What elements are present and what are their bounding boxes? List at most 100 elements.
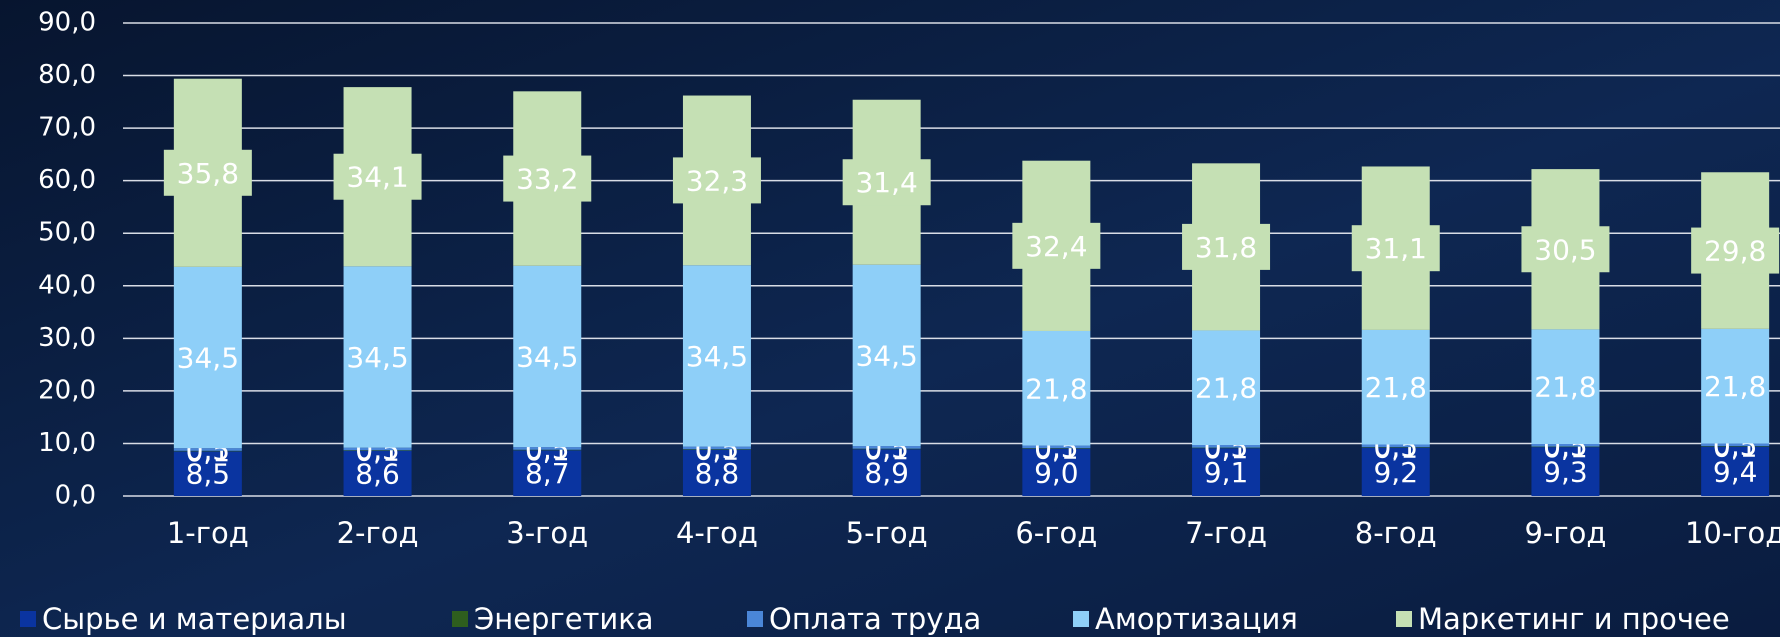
legend-swatch (452, 611, 468, 627)
bar-segment (852, 264, 921, 447)
bar-segment (513, 449, 582, 451)
bar-segment (852, 446, 921, 449)
value-label: 8,9 (864, 457, 909, 490)
value-label: 31,1 (1365, 232, 1427, 265)
value-label: 8,6 (355, 457, 400, 490)
y-tick-label: 90,0 (38, 8, 96, 38)
y-tick-label: 70,0 (38, 113, 96, 143)
bar-segment (173, 266, 242, 449)
bar-segment (513, 450, 582, 496)
value-label: 21,8 (1704, 370, 1766, 403)
value-label: 29,8 (1704, 235, 1766, 268)
bar-segment (1022, 448, 1091, 496)
bar-segment (1361, 444, 1430, 448)
value-label: 8,5 (186, 458, 231, 491)
y-tick-label: 0,0 (55, 481, 96, 511)
bar-segment (1192, 447, 1261, 449)
value-label-box (163, 149, 252, 196)
value-label-box (1521, 226, 1610, 273)
bar-segment (1361, 329, 1430, 445)
bar-segment (682, 449, 751, 450)
x-tick-label: 9-год (1524, 516, 1606, 550)
x-tick-label: 6-год (1015, 516, 1097, 550)
bar-segment (1701, 443, 1770, 447)
value-label: 32,3 (686, 164, 748, 197)
bar-segment (513, 265, 582, 448)
legend-swatch (1396, 611, 1412, 627)
bar-segment (852, 449, 921, 496)
y-tick-label: 80,0 (38, 60, 96, 90)
bar-segment (343, 447, 412, 451)
x-tick-label: 1-год (167, 516, 249, 550)
value-label: 34,5 (686, 340, 748, 373)
bar-segment (1531, 443, 1600, 447)
value-label: 31,8 (1195, 231, 1257, 264)
value-label: 33,2 (516, 163, 578, 196)
bar-segment (343, 450, 412, 451)
value-label: 34,5 (516, 340, 578, 373)
value-label: 9,4 (1713, 455, 1758, 488)
legend-label: Маркетинг и прочее (1418, 602, 1730, 636)
x-tick-label: 8-год (1355, 516, 1437, 550)
bar-segment (1022, 445, 1091, 449)
legend-swatch (747, 611, 763, 627)
value-label: 9,3 (1543, 456, 1588, 489)
bar-segment (682, 449, 751, 496)
x-tick-label: 2-год (337, 516, 419, 550)
bar-segment (1192, 445, 1261, 448)
bar-segment (682, 446, 751, 450)
x-tick-label: 10-год (1685, 516, 1780, 550)
bar-segment (1192, 330, 1261, 446)
x-tick-label: 3-год (506, 516, 588, 550)
bar-segment (343, 450, 412, 496)
value-label: 21,8 (1025, 372, 1087, 405)
bar-segment (1531, 329, 1600, 444)
value-label-box (1012, 222, 1101, 269)
y-tick-label: 10,0 (38, 428, 96, 458)
value-label: 34,1 (346, 161, 408, 194)
y-tick-label: 40,0 (38, 270, 96, 300)
value-label: 31,4 (855, 166, 917, 199)
value-label-box (333, 153, 422, 200)
value-label-box (503, 155, 592, 202)
value-label-box (1351, 225, 1440, 272)
value-label-box (842, 159, 931, 206)
value-label: 9,2 (1373, 456, 1418, 489)
value-label-box (1182, 223, 1271, 270)
bar-segment (513, 447, 582, 450)
bar-segment (1192, 448, 1261, 496)
legend-label: Оплата труда (769, 602, 981, 636)
value-label: 9,1 (1204, 456, 1249, 489)
value-label: 34,5 (177, 342, 239, 375)
value-label: 21,8 (1365, 371, 1427, 404)
bar-segment (1701, 328, 1770, 444)
value-label: 21,8 (1195, 372, 1257, 405)
value-label: 21,8 (1534, 371, 1596, 404)
bar-segment (1701, 446, 1770, 496)
value-label: 9,0 (1034, 456, 1079, 489)
legend-label: Сырье и материалы (42, 602, 347, 636)
value-label: 34,5 (346, 341, 408, 374)
value-label: 35,8 (177, 157, 239, 190)
value-label: 32,4 (1025, 230, 1087, 263)
bar-segment (682, 265, 751, 447)
x-tick-label: 4-год (676, 516, 758, 550)
bar-segment (1361, 447, 1430, 448)
bar-segment (173, 450, 242, 452)
value-label: 8,7 (525, 457, 570, 490)
x-tick-label: 7-год (1185, 516, 1267, 550)
y-tick-label: 20,0 (38, 375, 96, 405)
value-label: 8,8 (695, 457, 740, 490)
value-label-box (1691, 227, 1780, 274)
bar-segment (173, 451, 242, 496)
bar-segment (173, 448, 242, 451)
bar-segment (1701, 446, 1770, 447)
value-label: 34,5 (855, 339, 917, 372)
bar-segment (1531, 446, 1600, 448)
bar-segment (1022, 448, 1091, 449)
legend-label: Энергетика (474, 602, 654, 636)
y-tick-label: 50,0 (38, 218, 96, 248)
legend-swatch (1073, 611, 1089, 627)
